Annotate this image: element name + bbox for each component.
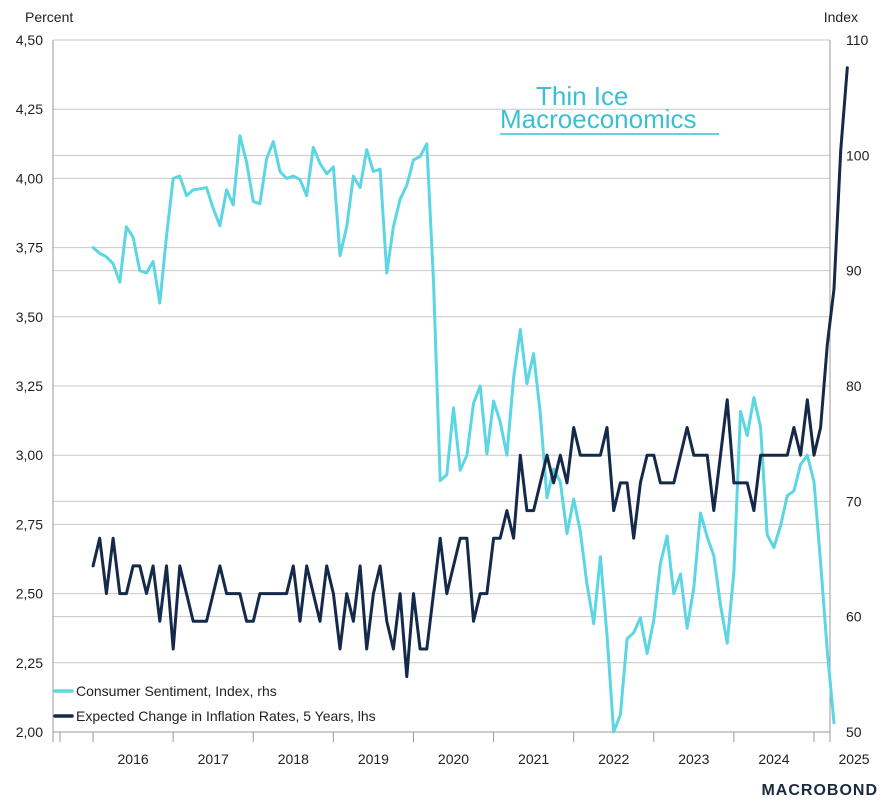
x-tick-label: 2022 — [598, 751, 629, 767]
left-axis-title: Percent — [25, 9, 73, 25]
x-tick-label: 2025 — [838, 751, 869, 767]
right-tick-label: 90 — [846, 263, 862, 279]
left-tick-label: 4,00 — [16, 170, 43, 186]
x-tick-label: 2020 — [438, 751, 469, 767]
series-line-sentiment — [91, 134, 836, 734]
right-tick-label: 70 — [846, 493, 862, 509]
series — [91, 66, 849, 734]
x-tick-label: 2016 — [118, 751, 149, 767]
legend-label-sentiment: Consumer Sentiment, Index, rhs — [76, 683, 277, 699]
legend-label-inflation: Expected Change in Inflation Rates, 5 Ye… — [76, 708, 376, 724]
series-line-inflation — [91, 66, 849, 679]
left-axis-ticks: 4,50 4,25 4,00 3,75 3,50 3,25 3,00 2,75 2,50 2,25… — [16, 32, 43, 740]
right-tick-label: 100 — [846, 147, 870, 163]
left-tick-label: 2,25 — [16, 655, 43, 671]
right-tick-label: 80 — [846, 378, 862, 394]
right-tick-label: 50 — [846, 724, 862, 740]
logo-line1: Thin Ice — [536, 81, 629, 111]
left-tick-label: 4,25 — [16, 101, 43, 117]
logo: Thin Ice Macroeconomics — [500, 81, 719, 135]
left-tick-label: 3,00 — [16, 447, 43, 463]
right-axis-ticks: 110 100 90 80 70 60 50 — [846, 32, 870, 740]
logo-line2: Macroeconomics — [500, 104, 697, 134]
left-tick-label: 3,50 — [16, 309, 43, 325]
legend: Consumer Sentiment, Index, rhs Expected C… — [53, 683, 376, 724]
grid-lines — [53, 39, 830, 733]
x-tick-label: 2018 — [278, 751, 309, 767]
x-axis-ticks: 2016 2017 2018 2019 2020 2021 2022 2023 2024 2025 — [59, 732, 870, 767]
left-tick-label: 3,25 — [16, 378, 43, 394]
x-tick-label: 2021 — [518, 751, 549, 767]
right-tick-label: 110 — [846, 32, 869, 48]
right-axis-title: Index — [824, 9, 858, 25]
x-tick-label: 2019 — [358, 751, 389, 767]
left-tick-label: 2,50 — [16, 586, 43, 602]
axes — [52, 40, 831, 742]
right-tick-label: 60 — [846, 609, 862, 625]
x-tick-label: 2017 — [198, 751, 229, 767]
left-tick-label: 4,50 — [16, 32, 43, 48]
left-tick-label: 2,00 — [16, 724, 43, 740]
left-tick-label: 2,75 — [16, 516, 43, 532]
brand-logo: MACROBOND — [761, 782, 878, 799]
left-tick-label: 3,75 — [16, 240, 43, 256]
x-tick-label: 2023 — [678, 751, 709, 767]
x-tick-label: 2024 — [758, 751, 789, 767]
